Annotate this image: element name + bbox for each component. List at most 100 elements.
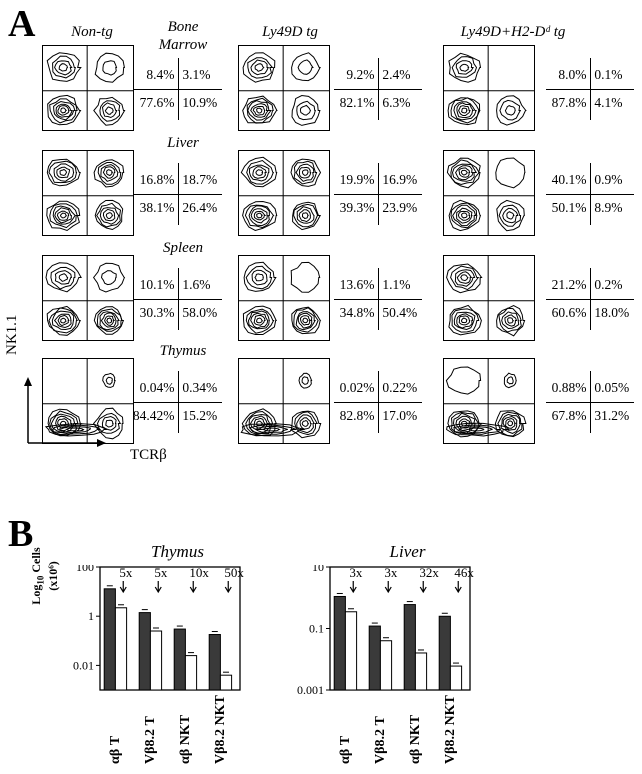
- bar-chart: 100 1 0.01 5x 5x 10x 50x: [73, 565, 244, 691]
- quadrant-percent: 2.4%: [382, 67, 411, 82]
- bar: [114, 607, 128, 691]
- quadrant-percent: 0.04%: [139, 380, 175, 395]
- organ-label: Bone Marrow: [138, 18, 228, 54]
- plot-frame: [99, 566, 241, 691]
- x-category-label: αβ NKT: [407, 714, 423, 764]
- quadrant-percent: 39.3%: [339, 200, 375, 215]
- contour-lines: [43, 151, 133, 235]
- bar: [368, 625, 381, 691]
- fold-arrow: [189, 581, 197, 594]
- quadrant-percent: 30.3%: [139, 305, 175, 320]
- quadrant-percent: 10.9%: [182, 95, 218, 110]
- fold-change-label: 3x: [349, 565, 363, 580]
- organ-label-line1: Liver: [167, 135, 199, 151]
- y-tick-label: 0.1: [309, 622, 324, 636]
- contour-plot: [42, 255, 134, 341]
- y-axis-log-text: Log: [29, 584, 43, 605]
- column-header-non-tg: Non-tg: [71, 24, 113, 40]
- quadrant-percent-table: 16.8% 18.7% 38.1% 26.4%: [134, 163, 222, 225]
- quadrant-percent: 0.1%: [594, 67, 623, 82]
- contour-lines: [444, 151, 534, 235]
- quadrant-percent: 4.1%: [594, 95, 623, 110]
- quadrant-percent: 18.0%: [594, 305, 630, 320]
- quadrant-percent: 40.1%: [551, 172, 587, 187]
- panel-b-letter: B: [8, 513, 34, 555]
- contour-plot: [238, 150, 330, 236]
- quadrant-percent: 0.02%: [339, 380, 375, 395]
- quadrant-percent: 16.9%: [382, 172, 418, 187]
- contour-plot: [42, 358, 134, 444]
- quadrant-percent-table: 13.6% 1.1% 34.8% 50.4%: [334, 268, 422, 330]
- fold-arrow: [119, 581, 127, 594]
- quadrant-percent: 31.2%: [594, 408, 630, 423]
- x-category-label: αβ T: [337, 735, 353, 764]
- y-tick-label: 0.001: [297, 683, 324, 697]
- quadrant-divider-h: [134, 402, 222, 403]
- y-axis-log-sub: 10: [35, 575, 46, 585]
- quadrant-percent: 67.8%: [551, 408, 587, 423]
- contour-plot: [443, 150, 535, 236]
- organ-label-line1: Thymus: [159, 343, 207, 359]
- quadrant-percent: 50.4%: [382, 305, 418, 320]
- contour-plot: [443, 45, 535, 131]
- column-header-ly49d-h2dd-tg: Ly49D+H2-Dᵈ tg: [460, 24, 566, 40]
- contour-lines: [239, 256, 329, 340]
- quadrant-percent: 26.4%: [182, 200, 218, 215]
- quadrant-percent-table: 10.1% 1.6% 30.3% 58.0%: [134, 268, 222, 330]
- fold-arrow: [349, 581, 357, 594]
- quadrant-divider-h: [546, 299, 634, 300]
- quadrant-divider-h: [546, 89, 634, 90]
- x-axis-label-tcrb: TCRβ: [130, 447, 167, 463]
- organ-label-line2: Marrow: [158, 37, 208, 53]
- contour-lines: [239, 359, 329, 443]
- bar: [103, 588, 116, 691]
- quadrant-percent-table: 8.4% 3.1% 77.6% 10.9%: [134, 58, 222, 120]
- bar: [414, 652, 428, 691]
- organ-label: Spleen: [138, 239, 228, 257]
- fold-change-label: 32x: [419, 565, 439, 580]
- quadrant-percent: 0.88%: [551, 380, 587, 395]
- quadrant-percent: 6.3%: [382, 95, 411, 110]
- bar: [149, 630, 163, 691]
- contour-plot: [443, 255, 535, 341]
- fold-arrow: [419, 581, 427, 594]
- bar: [403, 604, 416, 691]
- quadrant-divider-h: [546, 194, 634, 195]
- quadrant-divider-h: [134, 89, 222, 90]
- bar: [438, 615, 451, 691]
- y-tick-label: 0.01: [73, 658, 94, 672]
- quadrant-percent: 18.7%: [182, 172, 218, 187]
- quadrant-percent: 13.6%: [339, 277, 375, 292]
- bar: [449, 665, 463, 691]
- quadrant-percent: 58.0%: [182, 305, 218, 320]
- quadrant-percent: 34.8%: [339, 305, 375, 320]
- quadrant-divider-h: [134, 299, 222, 300]
- fold-change-label: 50x: [224, 565, 244, 580]
- x-category-label: Vβ8.2 T: [372, 716, 388, 764]
- bar: [138, 612, 151, 691]
- quadrant-percent: 38.1%: [139, 200, 175, 215]
- quadrant-percent: 9.2%: [346, 67, 375, 82]
- contour-lines: [43, 256, 133, 340]
- quadrant-divider-h: [334, 299, 422, 300]
- y-axis-label-log-cells: Log10 Cells (x10⁶): [29, 530, 60, 622]
- organ-label-line1: Spleen: [163, 240, 203, 256]
- fold-arrow: [384, 581, 392, 594]
- quadrant-percent: 0.22%: [382, 380, 418, 395]
- quadrant-percent: 1.6%: [182, 277, 211, 292]
- contour-lines: [43, 359, 133, 443]
- x-category-label: Vβ8.2 T: [142, 716, 158, 764]
- quadrant-percent: 8.9%: [594, 200, 623, 215]
- y-axis-cells-text: Cells: [29, 547, 43, 576]
- contour-plot: [238, 45, 330, 131]
- fold-change-label: 5x: [119, 565, 132, 580]
- organ-label: Thymus: [138, 342, 228, 360]
- contour-plot: [238, 358, 330, 444]
- quadrant-percent-table: 0.88% 0.05% 67.8% 31.2%: [546, 371, 634, 433]
- contour-plot: [443, 358, 535, 444]
- fold-change-label: 5x: [154, 565, 168, 580]
- contour-plot: [42, 150, 134, 236]
- contour-lines: [444, 359, 534, 443]
- quadrant-percent: 1.1%: [382, 277, 411, 292]
- contour-lines: [239, 151, 329, 235]
